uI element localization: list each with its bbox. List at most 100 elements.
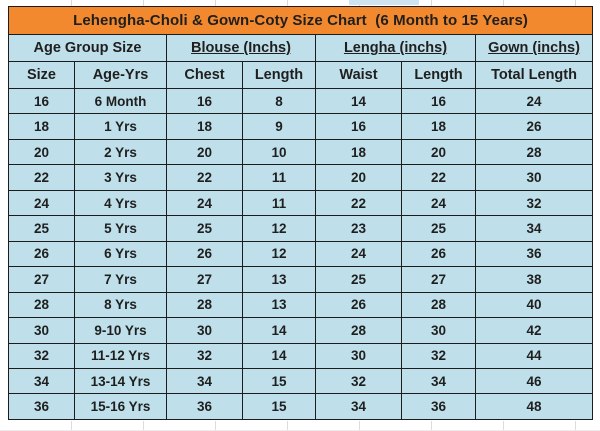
cell-lengha-length: 20 — [401, 138, 476, 166]
size-chart-table: Lehengha-Choli & Gown-Coty Size Chart (6… — [7, 6, 594, 420]
cell-waist: 14 — [315, 87, 402, 115]
cell-waist: 28 — [315, 317, 402, 344]
cell-size: 32 — [8, 342, 75, 369]
table-row: 36 15-16 Yrs 36 15 34 36 48 — [8, 393, 594, 420]
cell-waist: 16 — [315, 113, 402, 140]
cell-blouse-length: 11 — [242, 164, 316, 191]
cell-lengha-length: 30 — [401, 317, 476, 344]
cell-gown-length: 30 — [474, 164, 594, 191]
cell-blouse-length: 8 — [242, 87, 316, 115]
cell-gown-length: 24 — [474, 87, 594, 115]
col-header-size: Size — [8, 61, 75, 89]
group-header-gown: Gown (inchs) — [474, 34, 594, 62]
cell-age: 6 Month — [74, 87, 167, 115]
title-row: Lehengha-Choli & Gown-Coty Size Chart (6… — [7, 6, 594, 35]
cell-chest: 34 — [166, 367, 243, 395]
col-header-waist: Waist — [315, 61, 402, 89]
cell-gown-length: 40 — [474, 291, 594, 319]
group-header-lengha-label: Lengha (inchs) — [343, 40, 448, 56]
chart-title: Lehengha-Choli & Gown-Coty Size Chart (6… — [7, 6, 594, 35]
column-header-row: Size Age-Yrs Chest Length Waist Length T… — [8, 61, 594, 89]
cell-size: 27 — [8, 266, 75, 293]
cell-chest: 27 — [166, 266, 243, 293]
cell-gown-length: 34 — [474, 215, 594, 242]
cell-lengha-length: 28 — [401, 291, 476, 319]
group-header-age: Age Group Size — [8, 34, 167, 62]
table-row: 34 13-14 Yrs 34 15 32 34 46 — [8, 367, 594, 395]
cell-size: 20 — [8, 138, 75, 166]
cell-size: 34 — [8, 367, 75, 395]
cell-size: 16 — [8, 87, 75, 115]
table-row: 20 2 Yrs 20 10 18 20 28 — [8, 138, 594, 166]
cell-waist: 22 — [315, 189, 402, 217]
cell-size: 24 — [8, 189, 75, 217]
cell-waist: 26 — [315, 291, 402, 319]
cell-chest: 26 — [166, 240, 243, 268]
cell-chest: 28 — [166, 291, 243, 319]
cell-lengha-length: 24 — [401, 189, 476, 217]
cell-size: 25 — [8, 215, 75, 242]
cell-size: 36 — [8, 393, 75, 420]
cell-blouse-length: 14 — [242, 342, 316, 369]
group-header-lengha: Lengha (inchs) — [315, 34, 476, 62]
group-header-gown-label: Gown (inchs) — [488, 40, 580, 56]
cell-chest: 30 — [166, 317, 243, 344]
cell-chest: 16 — [166, 87, 243, 115]
cell-blouse-length: 12 — [242, 215, 316, 242]
cell-lengha-length: 18 — [401, 113, 476, 140]
table-row: 27 7 Yrs 27 13 25 27 38 — [8, 266, 594, 293]
cell-gown-length: 28 — [474, 138, 594, 166]
col-header-lengha-length: Length — [401, 61, 476, 89]
cell-age: 3 Yrs — [74, 164, 167, 191]
table-row: 30 9-10 Yrs 30 14 28 30 42 — [8, 317, 594, 344]
cell-gown-length: 46 — [474, 367, 594, 395]
cell-age: 9-10 Yrs — [74, 317, 167, 344]
cell-size: 22 — [8, 164, 75, 191]
cell-lengha-length: 32 — [401, 342, 476, 369]
cell-blouse-length: 9 — [242, 113, 316, 140]
table-row: 18 1 Yrs 18 9 16 18 26 — [8, 113, 594, 140]
cell-age: 4 Yrs — [74, 189, 167, 217]
cell-waist: 24 — [315, 240, 402, 268]
table-row: 28 8 Yrs 28 13 26 28 40 — [8, 291, 594, 319]
cell-waist: 25 — [315, 266, 402, 293]
cell-waist: 23 — [315, 215, 402, 242]
cell-chest: 22 — [166, 164, 243, 191]
table-row: 22 3 Yrs 22 11 20 22 30 — [8, 164, 594, 191]
cell-blouse-length: 13 — [242, 291, 316, 319]
table-row: 16 6 Month 16 8 14 16 24 — [8, 87, 594, 115]
cell-size: 30 — [8, 317, 75, 344]
cell-chest: 18 — [166, 113, 243, 140]
cell-blouse-length: 10 — [242, 138, 316, 166]
cell-waist: 20 — [315, 164, 402, 191]
table-row: 25 5 Yrs 25 12 23 25 34 — [8, 215, 594, 242]
cell-lengha-length: 34 — [401, 367, 476, 395]
table-row: 32 11-12 Yrs 32 14 30 32 44 — [8, 342, 594, 369]
cell-waist: 18 — [315, 138, 402, 166]
cell-size: 18 — [8, 113, 75, 140]
cell-lengha-length: 27 — [401, 266, 476, 293]
cell-blouse-length: 15 — [242, 367, 316, 395]
cell-age: 13-14 Yrs — [74, 367, 167, 395]
cell-age: 1 Yrs — [74, 113, 167, 140]
cell-blouse-length: 15 — [242, 393, 316, 420]
cell-gown-length: 42 — [474, 317, 594, 344]
cell-age: 8 Yrs — [74, 291, 167, 319]
cell-gown-length: 44 — [474, 342, 594, 369]
cell-chest: 32 — [166, 342, 243, 369]
cell-age: 2 Yrs — [74, 138, 167, 166]
group-header-age-label: Age Group Size — [33, 40, 142, 56]
cell-waist: 30 — [315, 342, 402, 369]
cell-gown-length: 38 — [474, 266, 594, 293]
cell-gown-length: 32 — [474, 189, 594, 217]
cell-blouse-length: 12 — [242, 240, 316, 268]
cell-chest: 36 — [166, 393, 243, 420]
cell-lengha-length: 22 — [401, 164, 476, 191]
cell-blouse-length: 11 — [242, 189, 316, 217]
cell-chest: 24 — [166, 189, 243, 217]
cell-lengha-length: 26 — [401, 240, 476, 268]
cell-age: 11-12 Yrs — [74, 342, 167, 369]
cell-waist: 32 — [315, 367, 402, 395]
cell-age: 15-16 Yrs — [74, 393, 167, 420]
col-header-blouse-length: Length — [242, 61, 316, 89]
